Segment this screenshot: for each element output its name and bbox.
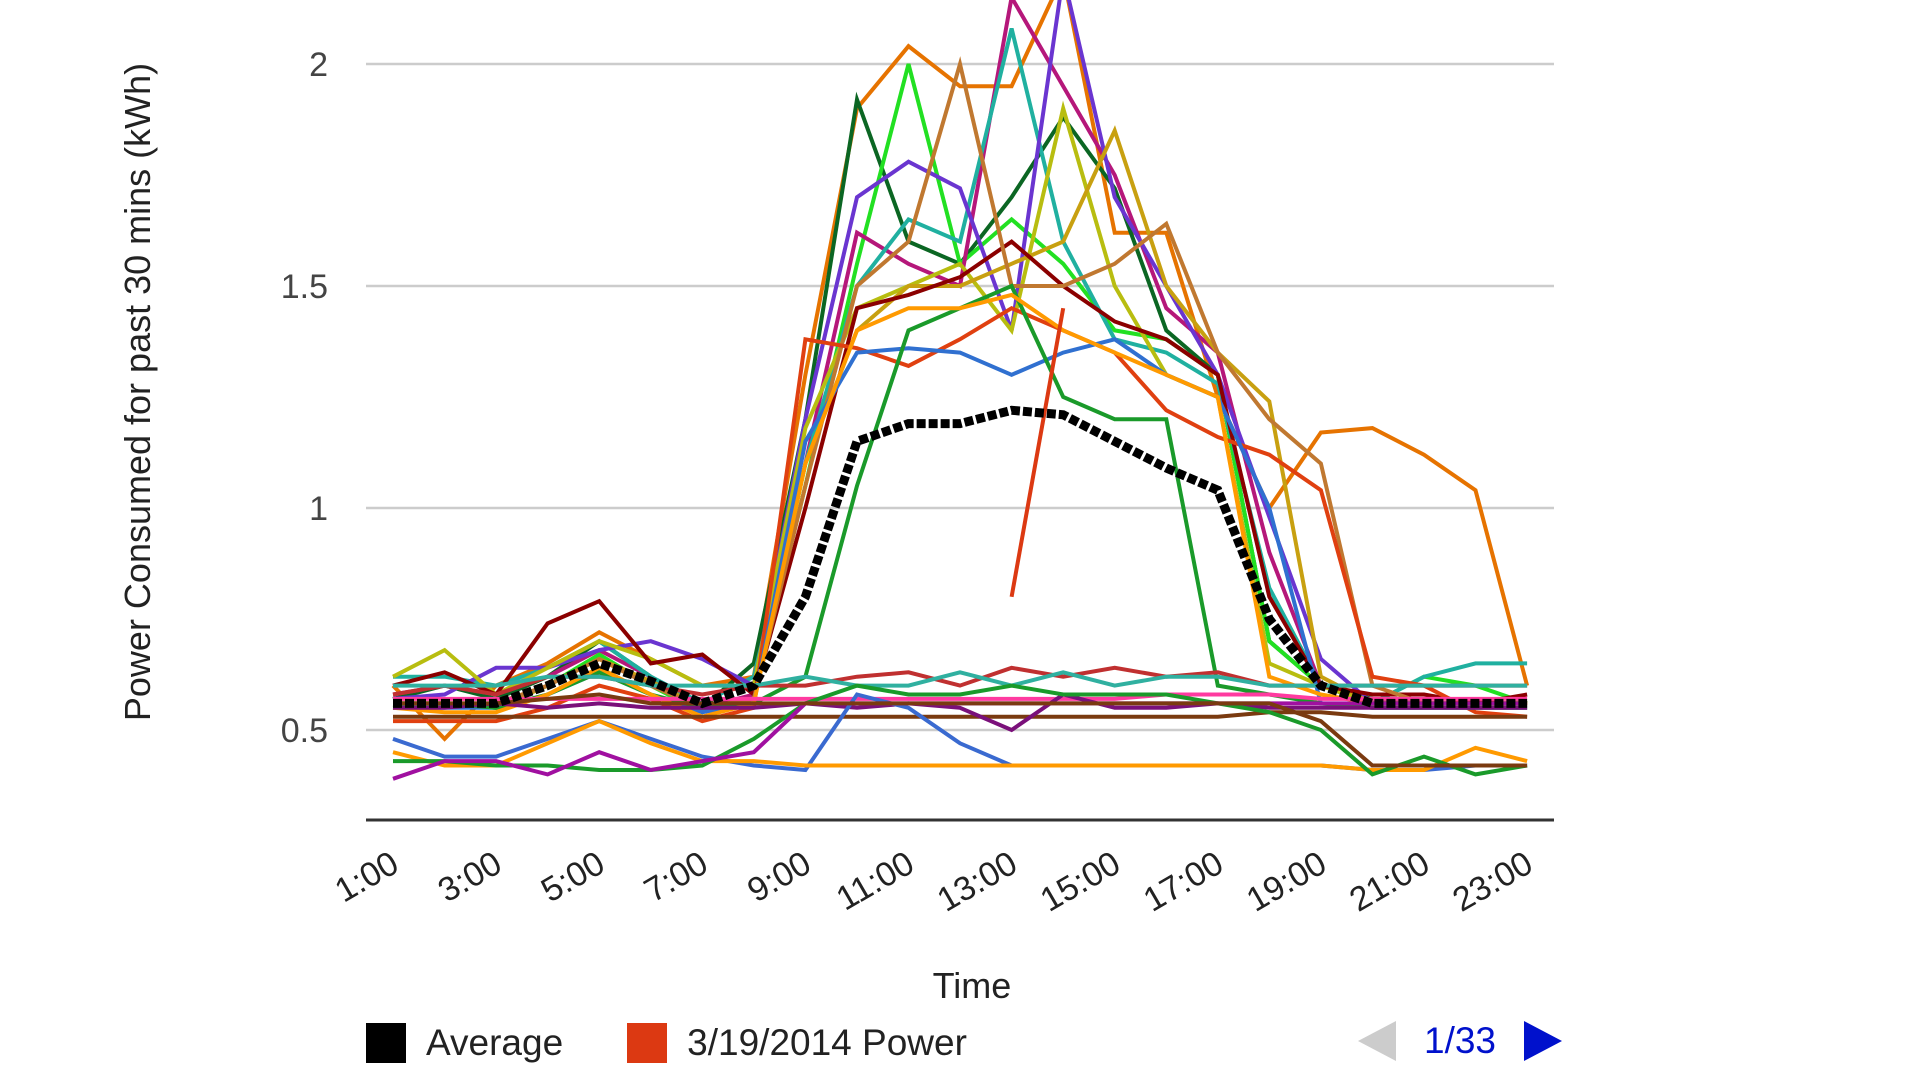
triangle-left-icon[interactable] [1358, 1021, 1396, 1061]
y-tick-label: 1 [309, 490, 328, 528]
x-tick-label: 13:00 [931, 844, 1024, 919]
series-line-day-18[interactable] [393, 670, 1528, 688]
x-tick-label: 21:00 [1343, 844, 1436, 919]
series-line-average[interactable] [393, 405, 1528, 709]
legend-item-3-19-2014-power[interactable]: 3/19/2014 Power [627, 1022, 967, 1064]
series-line-day-10[interactable] [393, 56, 1528, 710]
data-series [391, 0, 1530, 781]
triangle-right-icon[interactable] [1524, 1021, 1563, 1061]
legend: Average 3/19/2014 Power [366, 1022, 1031, 1064]
x-tick-label: 1:00 [329, 844, 405, 910]
x-tick-label: 11:00 [830, 844, 921, 918]
legend-label-3-19-2014-power: 3/19/2014 Power [687, 1022, 967, 1063]
series-line-day-24[interactable] [393, 692, 1528, 768]
x-tick-label: 7:00 [638, 844, 714, 910]
series-line-day-09[interactable] [392, 239, 1528, 706]
y-tick-label: 2 [309, 46, 328, 84]
legend-swatch-average [366, 1023, 406, 1063]
series-line-day-07[interactable] [392, 100, 1528, 706]
y-axis-ticks: 0.5 1 1.5 2 [281, 46, 328, 750]
y-tick-label: 0.5 [281, 712, 328, 750]
series-line-day-05[interactable] [393, 28, 1528, 706]
series-line-day-16[interactable] [393, 710, 1528, 719]
series-line-day-11[interactable] [393, 305, 1528, 724]
x-axis-ticks: 1:00 3:00 5:00 7:00 9:00 11:00 13:00 15:00 17:00… [329, 844, 1539, 919]
series-line-day-22[interactable] [393, 683, 1528, 777]
legend-label-average: Average [426, 1022, 564, 1063]
series-line-day-19[interactable] [393, 692, 1528, 733]
x-tick-label: 23:00 [1446, 844, 1539, 919]
x-tick-label: 17:00 [1137, 844, 1230, 919]
x-axis-title: Time [933, 965, 1012, 1006]
series-line-day-13[interactable] [393, 283, 1528, 710]
series-line-day-15[interactable] [393, 692, 1528, 701]
series-line-day-06[interactable] [392, 0, 1528, 706]
legend-swatch-3-19-2014-power [627, 1023, 668, 1063]
x-tick-label: 9:00 [741, 844, 817, 910]
y-tick-label: 1.5 [281, 268, 328, 306]
y-axis-title: Power Consumed for past 30 mins (kWh) [117, 63, 158, 721]
series-line-day-01[interactable] [391, 0, 1530, 742]
x-tick-label: 19:00 [1240, 844, 1333, 919]
x-tick-label: 3:00 [432, 844, 508, 910]
legend-item-average[interactable]: Average [366, 1022, 563, 1064]
series-line-day-21[interactable] [392, 718, 1528, 772]
legend-pager: 1/33 [1358, 1020, 1563, 1062]
page-indicator: 1/33 [1424, 1020, 1497, 1061]
series-line-3-19-2014-power[interactable] [1009, 307, 1066, 598]
x-tick-label: 15:00 [1034, 844, 1127, 919]
x-tick-label: 5:00 [535, 844, 611, 910]
